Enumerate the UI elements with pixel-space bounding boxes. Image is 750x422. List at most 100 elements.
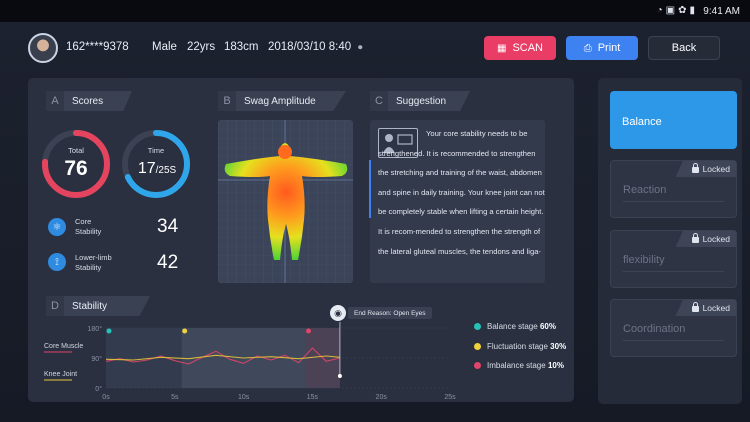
avatar[interactable]: [28, 33, 58, 63]
locked-badge: Locked: [675, 231, 736, 247]
y-tick-label: 0°: [95, 385, 102, 393]
lower-limb-value: 42: [157, 252, 179, 273]
qr-scan-icon: ▦: [496, 42, 507, 54]
swag-title: Swag Amplitude: [244, 95, 316, 107]
core-stability-label: Core Stability: [75, 217, 101, 237]
status-bar: ◔▣✿▮ 9:41 AM: [0, 0, 750, 22]
lower-limb-icon: ⟟: [48, 253, 66, 271]
locked-text: Locked: [702, 164, 730, 174]
balance-stage-percent: 60%: [539, 322, 556, 331]
locked-text: Locked: [702, 234, 730, 244]
body-heat-silhouette: [224, 143, 348, 260]
time-readout: 17/25S: [136, 160, 178, 178]
series-line: [105, 354, 340, 361]
scan-button[interactable]: ▦ SCAN: [484, 36, 556, 60]
x-tick-label: 15s: [307, 394, 319, 401]
scores-title: Scores: [72, 95, 104, 107]
locked-badge: Locked: [675, 300, 736, 316]
end-reason-label: End Reason: Open Eyes: [348, 307, 432, 319]
series-label: Core Muscle: [44, 343, 83, 350]
coach-board-icon: [378, 128, 418, 158]
lock-icon: [691, 233, 699, 243]
menu-divider: [623, 201, 724, 202]
menu-item-balance[interactable]: Balance: [610, 91, 737, 149]
series-line: [105, 347, 341, 365]
stage-marker: [182, 328, 188, 334]
limb-label-line2: Stability: [75, 263, 102, 272]
user-age: 22yrs: [187, 41, 216, 53]
system-status-icons: ◔▣✿▮: [657, 5, 698, 16]
menu-item-coordination-label: Coordination: [623, 323, 686, 335]
stage-marker: [106, 328, 112, 334]
fluctuation-stage-name: Fluctuation stage: [487, 342, 548, 351]
lower-limb-label: Lower-limb Stability: [75, 253, 112, 273]
balance-dot: [474, 323, 481, 330]
head-heat: [278, 145, 292, 159]
total-label: Total: [68, 146, 84, 155]
x-tick-label: 20s: [376, 394, 388, 401]
core-stability-icon: ⚛: [48, 218, 66, 236]
legend-balance: Balance stage 60%: [474, 322, 556, 331]
menu-item-reaction-label: Reaction: [623, 184, 667, 196]
suggestion-title: Suggestion: [396, 95, 447, 107]
swag-header: B Swag Amplitude: [218, 91, 346, 111]
time-ring: [122, 130, 190, 198]
suggestion-text: Your core stability needs to be strength…: [378, 129, 545, 256]
clock: 9:41 AM: [703, 6, 740, 17]
time-label: Time: [147, 146, 165, 155]
swag-letter: B: [218, 91, 236, 111]
lock-icon: [691, 302, 699, 312]
imbalance-stage-percent: 10%: [547, 361, 564, 370]
scores-letter: A: [46, 91, 64, 111]
menu-item-reaction[interactable]: Locked Reaction: [610, 160, 737, 218]
limb-label-line1: Lower-limb: [75, 253, 112, 262]
y-tick-label: 180°: [88, 325, 103, 333]
menu-item-flexibility[interactable]: Locked flexibility: [610, 230, 737, 288]
swag-heatmap: [218, 120, 353, 283]
battery-icon: ▮: [689, 5, 698, 16]
menu-item-coordination[interactable]: Locked Coordination: [610, 299, 737, 357]
core-label-line2: Stability: [75, 227, 102, 236]
fluctuation-stage-percent: 30%: [550, 342, 567, 351]
x-tick-label: 0s: [102, 394, 110, 401]
user-height: 183cm: [224, 41, 259, 53]
total-value: 76: [64, 157, 88, 180]
swag-heatmap-figure: [218, 120, 353, 283]
lock-icon: [691, 163, 699, 173]
print-button[interactable]: ⎙ Print: [566, 36, 638, 60]
user-gender: Male: [152, 41, 177, 53]
stability-header: D Stability: [46, 296, 150, 316]
end-marker-dot: [337, 374, 342, 378]
suggestion-scroll-indicator[interactable]: [369, 160, 371, 218]
legend-imbalance: Imbalance stage 10%: [474, 361, 564, 370]
stability-chart: 180° 90° 0°0s 5s 10s 15s 20s 25s Core Muscle Knee…: [44, 322, 456, 401]
sim-icon: ▣: [665, 5, 679, 16]
menu-item-balance-label: Balance: [622, 116, 662, 128]
printer-icon: ⎙: [583, 42, 592, 54]
time-unit: /25S: [155, 165, 177, 176]
imbalance-dot: [474, 362, 481, 369]
stage-marker: [306, 328, 312, 334]
camera-icon: ⏺: [358, 42, 363, 52]
menu-item-flexibility-label: flexibility: [623, 254, 665, 266]
locked-badge: Locked: [675, 161, 736, 177]
imbalance-stage-name: Imbalance stage: [487, 361, 546, 370]
settings-icon: ✿: [678, 5, 690, 16]
stability-chart-area: 180° 90° 0°0s 5s 10s 15s 20s 25s Core Muscle Knee…: [44, 322, 456, 401]
back-button[interactable]: Back: [648, 36, 720, 60]
series-label: Knee Joint: [44, 371, 77, 378]
total-ring-arc: [42, 130, 110, 198]
fluctuation-dot: [474, 343, 481, 350]
balance-stage-name: Balance stage: [487, 322, 538, 331]
session-datetime: 2018/03/10 8:40: [268, 41, 352, 53]
suggestion-header: C Suggestion: [370, 91, 470, 111]
back-label: Back: [671, 42, 697, 54]
eye-icon[interactable]: ◉: [330, 305, 346, 321]
locked-text: Locked: [702, 303, 730, 313]
menu-divider: [623, 271, 724, 272]
stability-title: Stability: [72, 300, 108, 312]
y-tick-label: 90°: [91, 355, 102, 363]
x-tick-label: 5s: [171, 394, 179, 401]
time-ring-arc: [122, 130, 190, 198]
